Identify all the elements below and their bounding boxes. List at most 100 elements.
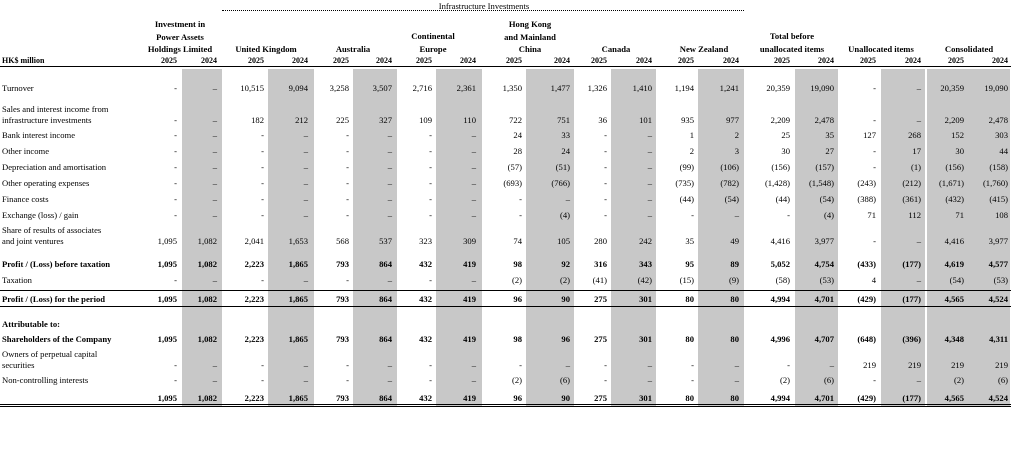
- table-cell: 89: [730, 259, 739, 269]
- table-cell: –: [471, 210, 476, 220]
- year-header: 2024: [292, 56, 308, 65]
- table-cell: (4): [559, 210, 570, 220]
- table-cell: -: [261, 194, 264, 204]
- table-cell: 4,416: [944, 236, 964, 246]
- row-label: and joint ventures: [2, 236, 64, 246]
- table-cell: 1,653: [288, 236, 308, 246]
- table-cell: –: [212, 130, 217, 140]
- table-cell: 9,094: [288, 83, 308, 93]
- table-cell: -: [346, 194, 349, 204]
- year-header: 2025: [678, 56, 694, 65]
- table-cell: –: [647, 178, 652, 188]
- table-cell: –: [303, 178, 308, 188]
- table-rule: [0, 406, 1011, 407]
- table-cell: 1,865: [288, 393, 308, 403]
- group-header-0: Power Assets: [156, 31, 204, 42]
- table-cell: 105: [557, 236, 570, 246]
- table-cell: -: [429, 194, 432, 204]
- table-cell: (388): [857, 194, 876, 204]
- table-cell: –: [303, 146, 308, 156]
- table-cell: 127: [863, 130, 876, 140]
- table-cell: (157): [815, 162, 834, 172]
- table-cell: -: [873, 375, 876, 385]
- table-cell: 212: [295, 115, 308, 125]
- group-header-2: Australia: [335, 44, 371, 54]
- table-cell: -: [429, 375, 432, 385]
- table-cell: 1,095: [157, 259, 177, 269]
- table-cell: (15): [679, 275, 694, 285]
- table-cell: 2: [689, 146, 694, 156]
- table-cell: (415): [989, 194, 1008, 204]
- table-cell: (9): [728, 275, 739, 285]
- year-header: 2025: [860, 56, 876, 65]
- table-cell: 280: [594, 236, 607, 246]
- table-cell: –: [647, 162, 652, 172]
- year-header: 2025: [774, 56, 790, 65]
- table-cell: 2,223: [244, 393, 264, 403]
- table-cell: 219: [908, 360, 921, 370]
- table-cell: -: [604, 375, 607, 385]
- table-cell: 35: [825, 130, 834, 140]
- table-cell: 432: [419, 334, 432, 344]
- row-label: Other operating expenses: [2, 178, 90, 188]
- table-cell: 1,194: [674, 83, 694, 93]
- table-cell: –: [387, 360, 392, 370]
- table-cell: 275: [594, 294, 607, 304]
- table-cell: 419: [463, 393, 476, 403]
- table-cell: 1,082: [197, 334, 217, 344]
- table-cell: 432: [419, 294, 432, 304]
- table-cell: 4,524: [988, 393, 1008, 403]
- table-cell: -: [519, 360, 522, 370]
- table-cell: –: [212, 210, 217, 220]
- table-cell: 80: [730, 294, 739, 304]
- table-cell: 2,041: [244, 236, 264, 246]
- table-cell: 242: [639, 236, 652, 246]
- table-cell: 1,410: [632, 83, 652, 93]
- table-cell: (361): [902, 194, 921, 204]
- table-cell: 751: [557, 115, 570, 125]
- table-cell: -: [261, 178, 264, 188]
- table-cell: -: [429, 210, 432, 220]
- table-cell: 1,082: [197, 259, 217, 269]
- table-cell: 98: [513, 334, 522, 344]
- table-cell: –: [387, 194, 392, 204]
- table-cell: 977: [726, 115, 739, 125]
- table-cell: (396): [902, 334, 921, 344]
- table-cell: –: [387, 162, 392, 172]
- row-label: infrastructure investments: [2, 115, 92, 125]
- table-cell: -: [691, 360, 694, 370]
- table-cell: -: [261, 360, 264, 370]
- table-cell: -: [261, 210, 264, 220]
- table-cell: 152: [951, 130, 964, 140]
- table-cell: 1,082: [197, 393, 217, 403]
- year-header: 2024: [554, 56, 570, 65]
- table-cell: 4,348: [944, 334, 964, 344]
- table-cell: (99): [679, 162, 694, 172]
- table-cell: 4,577: [988, 259, 1008, 269]
- table-cell: -: [174, 194, 177, 204]
- table-cell: (6): [823, 375, 834, 385]
- table-cell: 4,701: [814, 294, 834, 304]
- table-cell: (44): [679, 194, 694, 204]
- table-cell: –: [471, 162, 476, 172]
- table-cell: 3,258: [329, 83, 349, 93]
- table-cell: 1,865: [288, 259, 308, 269]
- table-cell: 864: [379, 393, 392, 403]
- table-cell: -: [346, 178, 349, 188]
- table-cell: 2,478: [814, 115, 834, 125]
- table-cell: -: [604, 360, 607, 370]
- table-cell: (212): [902, 178, 921, 188]
- table-cell: 419: [463, 294, 476, 304]
- table-cell: 1,241: [719, 83, 739, 93]
- table-cell: –: [647, 130, 652, 140]
- table-cell: –: [212, 115, 217, 125]
- row-label: Exchange (loss) / gain: [2, 210, 79, 220]
- table-cell: 24: [513, 130, 522, 140]
- table-cell: –: [387, 375, 392, 385]
- table-cell: 864: [379, 334, 392, 344]
- column-shading: [353, 69, 397, 407]
- table-rule: [0, 404, 1011, 405]
- group-header-8: Unallocated items: [848, 44, 914, 54]
- table-cell: (432): [945, 194, 964, 204]
- table-cell: 2,478: [988, 115, 1008, 125]
